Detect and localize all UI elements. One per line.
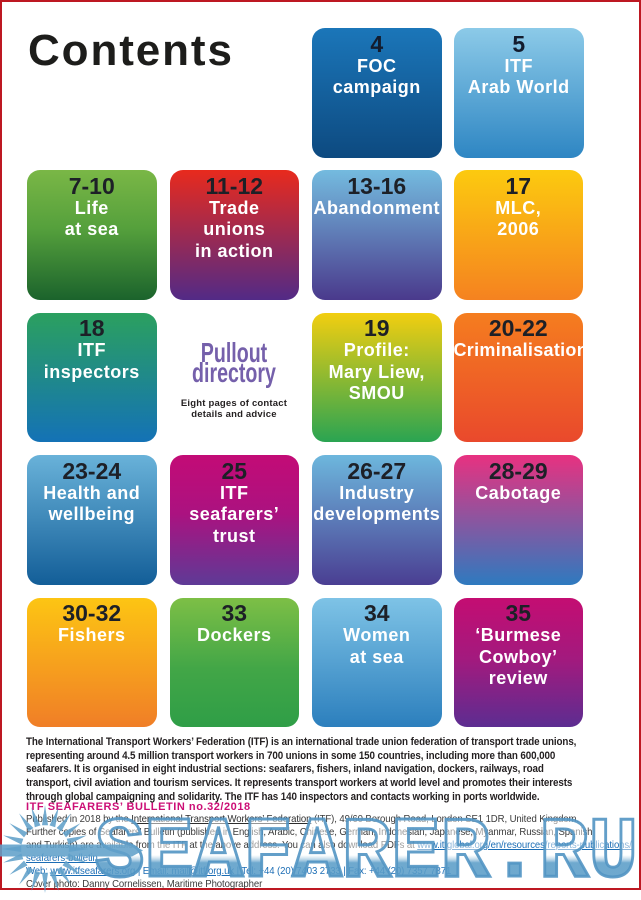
svg-text:SEAFARER.RU: SEAFARER.RU: [95, 804, 638, 900]
